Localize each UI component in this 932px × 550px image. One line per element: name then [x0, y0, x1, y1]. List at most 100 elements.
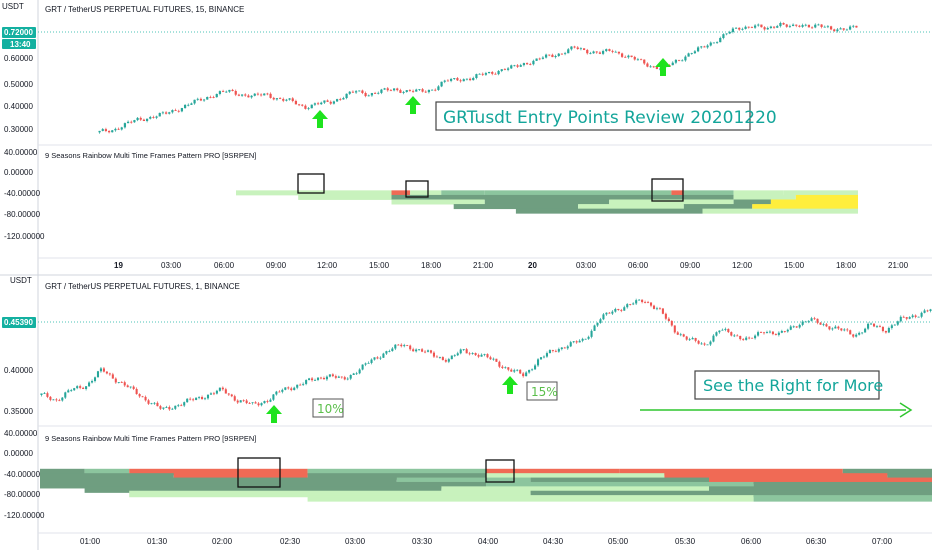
candle-body: [272, 394, 275, 400]
candle-body: [144, 396, 147, 401]
candle-body: [180, 405, 183, 407]
candle-body: [284, 387, 287, 390]
candle-body: [209, 393, 213, 395]
heat-segment: [307, 495, 754, 502]
top-price-tick: 0.40000: [4, 102, 33, 111]
candle-body: [554, 350, 557, 352]
candle-body: [614, 51, 617, 53]
candle-body: [199, 98, 203, 101]
candle-body: [52, 399, 55, 401]
candle-body: [412, 349, 415, 352]
candle-body: [593, 325, 596, 331]
top-price-pane[interactable]: USDT GRT / TetherUS PERPETUAL FUTURES, 1…: [2, 2, 932, 134]
candle-body: [402, 91, 405, 93]
candle-body: [117, 382, 120, 383]
candle-body: [370, 359, 373, 363]
top-time-tick: 12:00: [317, 261, 338, 270]
right-arrow: [640, 402, 913, 418]
candle-body: [385, 351, 388, 354]
bottom-price-pane[interactable]: USDT GRT / TetherUS PERPETUAL FUTURES, 1…: [2, 276, 932, 416]
candle-body: [638, 299, 641, 301]
candle-body: [133, 120, 136, 123]
candle-body: [578, 340, 581, 343]
candle-body: [234, 90, 237, 95]
candle-body: [623, 307, 626, 311]
candle-body: [257, 403, 260, 406]
candle-body: [492, 358, 495, 360]
candle-body: [67, 390, 70, 393]
candle-body: [548, 350, 551, 354]
candle-body: [98, 130, 101, 133]
candle-body: [358, 369, 361, 374]
candle-body: [104, 129, 108, 132]
candle-body: [331, 374, 334, 377]
candle-body: [589, 53, 592, 55]
bottom-indicator-pane[interactable]: 9 Seasons Rainbow Multi Time Frames Patt…: [4, 429, 932, 520]
candle-body: [670, 321, 673, 326]
candle-body: [741, 28, 744, 30]
candle-body: [655, 308, 659, 310]
candle-body: [382, 353, 385, 358]
candle-body: [590, 330, 593, 337]
candle-body: [760, 24, 763, 28]
candle-body: [570, 46, 573, 50]
heat-segment: [298, 194, 392, 200]
candle-body: [171, 110, 174, 113]
candle-body: [845, 29, 849, 31]
candle-body: [405, 90, 408, 92]
candle-body: [586, 49, 589, 54]
candle-body: [822, 324, 825, 326]
bottom-time-tick: 05:00: [608, 537, 629, 546]
bottom-price-label: 0.45390: [4, 318, 33, 327]
candle-body: [579, 48, 583, 50]
candle-body: [608, 49, 611, 51]
candle-body: [349, 374, 352, 379]
candle-body: [55, 399, 58, 401]
candle-body: [617, 308, 620, 310]
bottom-ind-tick: 0.00000: [4, 449, 33, 458]
candle-body: [693, 51, 697, 54]
candle-body: [715, 42, 719, 43]
candle-body: [215, 390, 218, 394]
candle-body: [791, 24, 795, 26]
heat-segment: [515, 208, 703, 214]
candle-body: [319, 377, 323, 379]
heat-segment: [486, 481, 754, 489]
top-chart-header: GRT / TetherUS PERPETUAL FUTURES, 15, BI…: [45, 5, 244, 14]
candle-body: [826, 26, 830, 28]
candle-body: [152, 117, 155, 118]
candle-body: [64, 392, 67, 398]
heat-segment: [752, 204, 858, 210]
candle-body: [575, 341, 578, 343]
candle-body: [757, 24, 760, 26]
heat-segment: [733, 190, 784, 196]
candle-body: [248, 403, 251, 404]
top-time-tick: 06:00: [214, 261, 235, 270]
candle-body: [810, 318, 813, 321]
candle-body: [93, 377, 97, 382]
candle-body: [343, 377, 346, 380]
pct-box-1: [312, 398, 344, 418]
candle-body: [724, 328, 727, 330]
candle-body: [525, 63, 529, 65]
candle-body: [468, 78, 472, 81]
candle-body: [231, 89, 234, 91]
candle-body: [287, 387, 290, 389]
candle-body: [373, 93, 377, 94]
candle-body: [370, 93, 374, 96]
bottom-time-tick: 03:30: [412, 537, 433, 546]
candle-body: [399, 90, 402, 93]
candle-body: [400, 344, 403, 347]
candle-body: [468, 353, 471, 355]
candle-body: [379, 357, 382, 359]
candle-body: [253, 93, 256, 96]
candle-body: [438, 357, 441, 358]
heat-segment: [530, 490, 932, 498]
candle-body: [744, 26, 747, 29]
candle-body: [354, 91, 358, 93]
candle-body: [239, 400, 242, 403]
top-indicator-pane[interactable]: 9 Seasons Rainbow Multi Time Frames Patt…: [4, 148, 858, 241]
candle-body: [107, 131, 111, 133]
candle-body: [88, 382, 91, 387]
candle-body: [548, 54, 551, 56]
